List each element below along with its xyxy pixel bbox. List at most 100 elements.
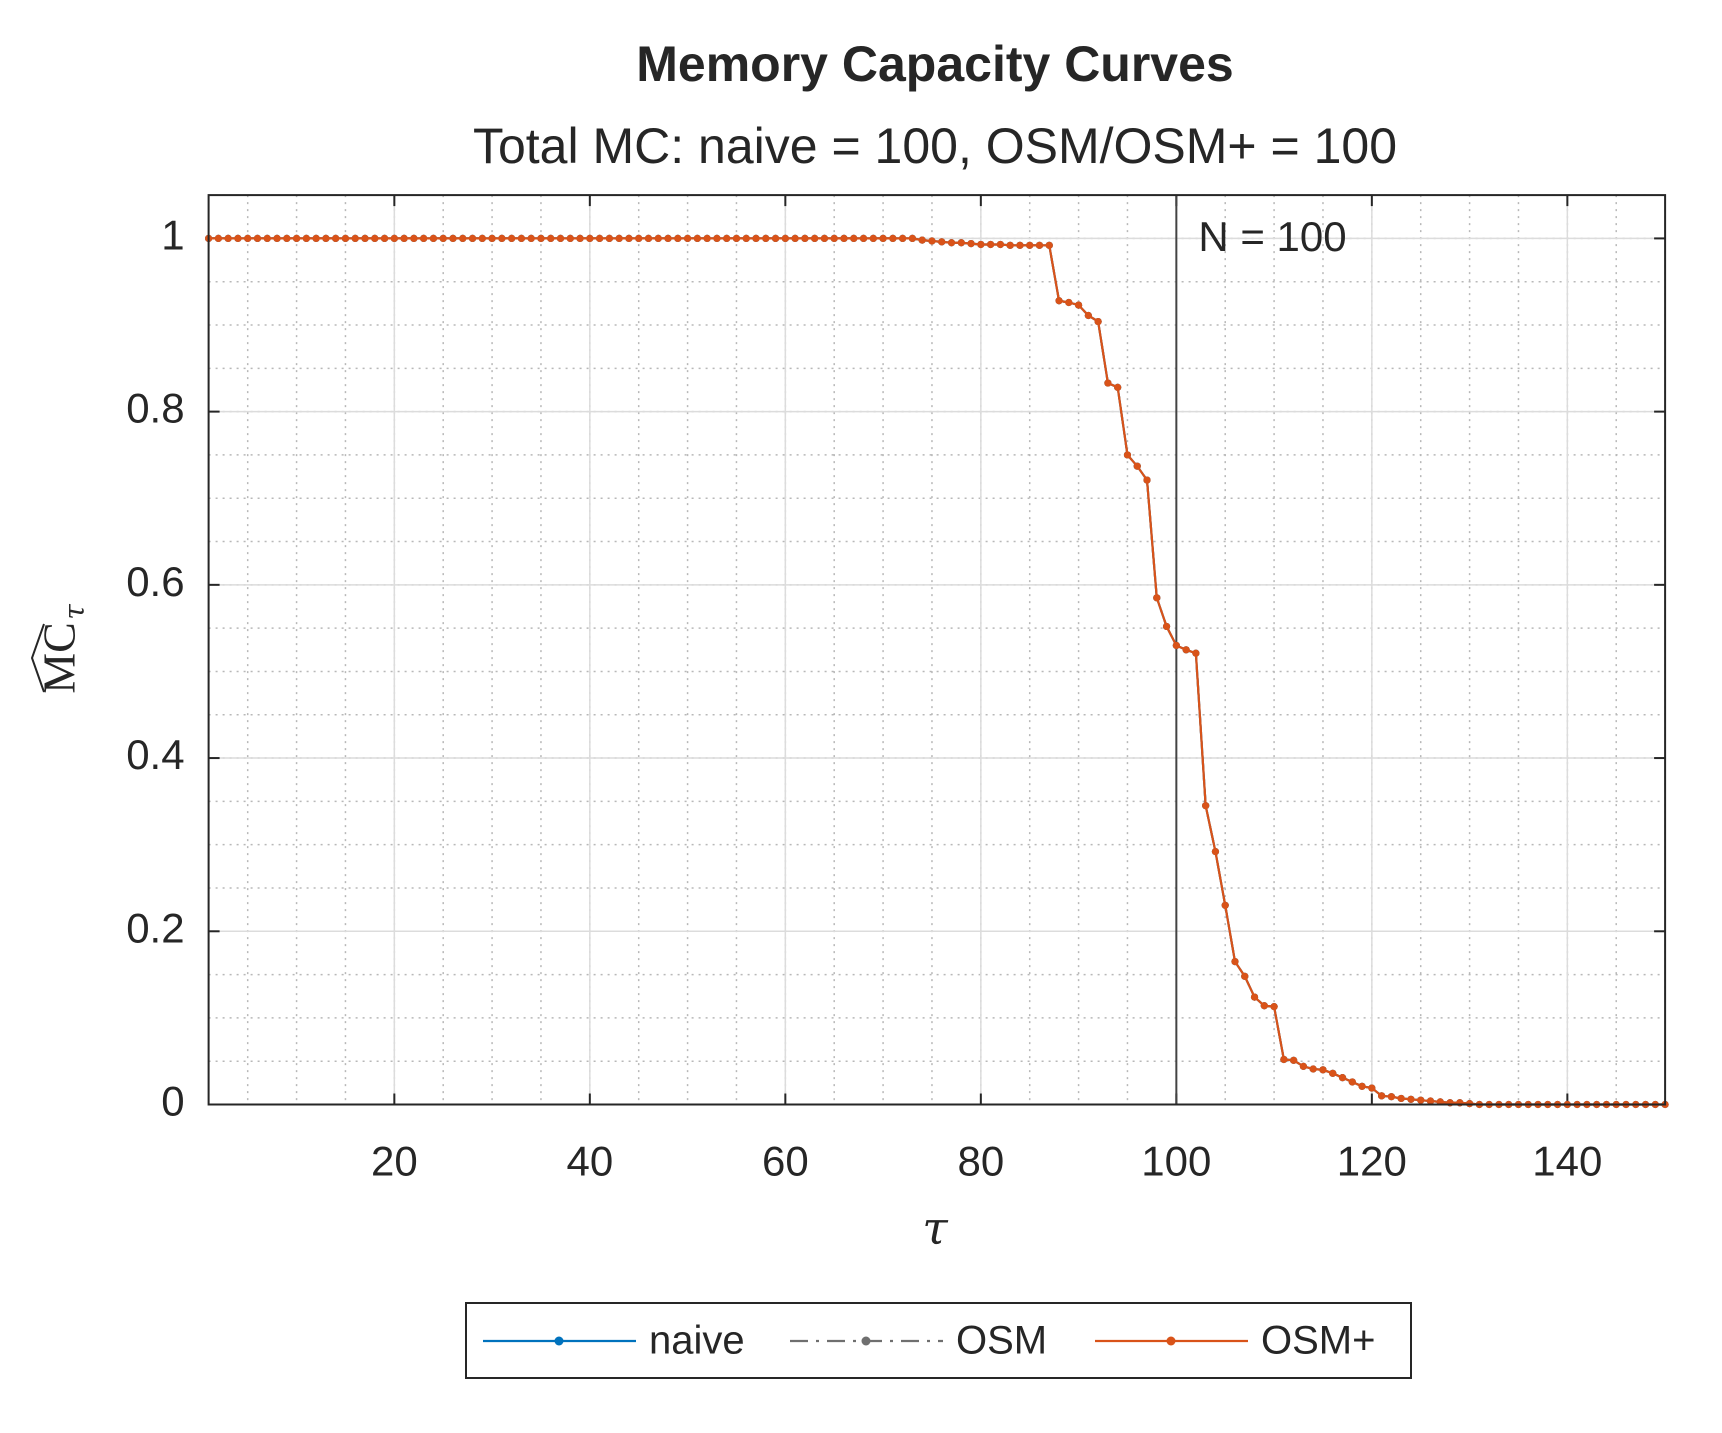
data-point — [1270, 1003, 1278, 1011]
data-point — [332, 234, 340, 243]
data-point — [840, 234, 848, 243]
data-point — [683, 234, 692, 243]
data-point — [292, 234, 301, 243]
data-point — [1192, 649, 1200, 657]
data-point — [928, 237, 936, 245]
data-point — [1426, 1097, 1435, 1105]
data-point — [234, 234, 242, 243]
data-point — [850, 234, 858, 243]
data-point — [889, 234, 897, 243]
reference-label: N = 100 — [1198, 213, 1346, 260]
data-point — [1387, 1093, 1395, 1101]
chart-title: Memory Capacity Curves — [636, 36, 1233, 92]
data-point — [1407, 1095, 1415, 1103]
data-point — [938, 238, 946, 246]
data-point — [478, 234, 486, 243]
data-point — [1045, 241, 1053, 249]
data-point — [1104, 379, 1112, 387]
data-point — [742, 234, 750, 243]
data-point — [977, 240, 985, 249]
legend-label: OSM — [956, 1319, 1047, 1363]
data-point — [1260, 1002, 1268, 1010]
data-point — [781, 234, 789, 243]
data-point — [674, 234, 682, 243]
data-point — [996, 240, 1004, 249]
legend: naive OSM OSM+ — [465, 1302, 1412, 1379]
data-point — [1016, 241, 1024, 249]
data-point — [1065, 298, 1073, 307]
data-point — [703, 234, 711, 243]
y-tick-label: 0 — [161, 1078, 184, 1125]
y-axis-label-group: MC τ — [30, 604, 91, 694]
data-point — [791, 234, 799, 243]
legend-marker — [1166, 1336, 1176, 1346]
x-tick-label: 100 — [1141, 1138, 1211, 1185]
data-point — [214, 234, 222, 243]
data-point — [449, 234, 457, 243]
data-point — [1114, 383, 1122, 391]
data-point — [908, 234, 917, 243]
chart-subtitle: Total MC: naive = 100, OSM/OSM+ = 100 — [473, 118, 1397, 174]
data-point — [556, 234, 565, 243]
data-point — [1162, 622, 1171, 631]
data-point — [625, 234, 633, 243]
data-point — [1290, 1056, 1298, 1064]
data-point — [361, 234, 369, 243]
data-point — [371, 234, 379, 243]
data-point — [547, 234, 555, 243]
data-point — [468, 234, 477, 243]
plot-frame — [207, 194, 1667, 1106]
data-point — [566, 234, 574, 243]
x-tick-label: 60 — [762, 1138, 809, 1185]
data-point — [400, 234, 408, 243]
data-point — [1358, 1082, 1366, 1090]
data-point — [967, 240, 975, 248]
data-point — [771, 234, 780, 243]
data-point — [1133, 462, 1141, 470]
data-point — [508, 234, 516, 243]
data-point — [820, 234, 829, 243]
data-point — [1182, 646, 1190, 654]
x-tick-label: 40 — [566, 1138, 613, 1185]
x-tick-label: 80 — [957, 1138, 1004, 1185]
data-point — [1417, 1096, 1425, 1104]
data-point — [1329, 1069, 1337, 1077]
data-point — [312, 234, 320, 243]
data-point — [586, 234, 594, 243]
data-point — [302, 234, 310, 243]
y-axis-label-hat — [30, 623, 45, 693]
data-point — [664, 234, 672, 243]
y-tick-label: 0.8 — [126, 385, 184, 432]
data-point — [1055, 297, 1063, 305]
data-point — [429, 234, 438, 243]
x-tick-label: 20 — [371, 1138, 418, 1185]
data-point — [420, 234, 428, 243]
data-point — [1074, 301, 1083, 309]
x-tick-label: 120 — [1337, 1138, 1407, 1185]
y-tick-label: 0.6 — [126, 558, 184, 605]
data-point — [244, 234, 252, 243]
data-point — [1231, 957, 1239, 966]
data-point — [644, 234, 653, 243]
x-tick-label: 140 — [1532, 1138, 1602, 1185]
data-point — [351, 234, 359, 243]
data-point — [380, 234, 389, 243]
data-point — [439, 234, 447, 243]
data-point — [654, 234, 662, 243]
data-point — [596, 234, 604, 243]
y-tick-label: 1 — [161, 211, 184, 258]
data-point — [498, 234, 506, 243]
legend-label: naive — [649, 1319, 745, 1363]
data-point — [830, 234, 838, 243]
data-point — [918, 236, 926, 244]
data-point — [273, 234, 281, 243]
data-point — [859, 234, 868, 243]
data-point — [762, 234, 770, 243]
data-point — [253, 234, 262, 243]
data-point — [1319, 1066, 1327, 1074]
data-point — [459, 234, 467, 243]
data-point — [1338, 1074, 1347, 1082]
data-point — [1084, 311, 1092, 320]
data-point — [879, 234, 887, 243]
data-point — [1143, 476, 1151, 484]
